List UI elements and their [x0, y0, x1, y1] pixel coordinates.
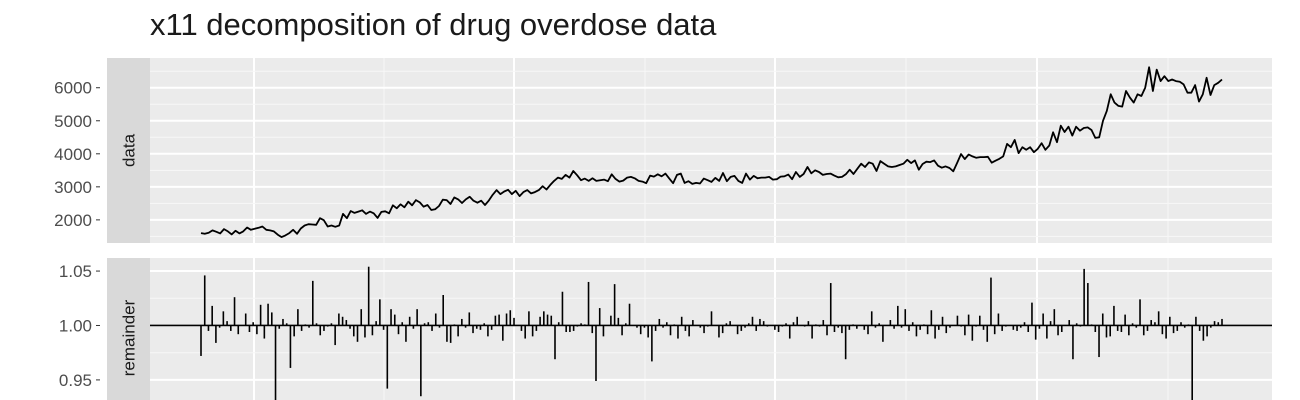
y-tick-label: 0.95 [59, 371, 92, 390]
y-tick-label: 2000 [54, 211, 92, 230]
data-line [200, 66, 1223, 238]
y-tick-label: 6000 [54, 79, 92, 98]
series-remainder [150, 266, 1272, 400]
gridlines [150, 58, 1272, 243]
chart-title: x11 decomposition of drug overdose data [150, 7, 717, 42]
series-data [200, 66, 1223, 238]
panel-background [150, 258, 1272, 400]
y-tick-label: 1.00 [59, 316, 92, 335]
panel-data: 2000 3000 4000 5000 6000 data [54, 58, 1272, 243]
strip-background [107, 58, 150, 243]
y-tick-label: 5000 [54, 112, 92, 131]
panel-remainder: 0.95 1.00 1.05 remainder [59, 258, 1272, 400]
y-tick-label: 4000 [54, 145, 92, 164]
strip-label-data: data [120, 133, 139, 167]
y-tick-label: 3000 [54, 178, 92, 197]
strip-background [107, 258, 150, 400]
strip-label-remainder: remainder [120, 299, 139, 376]
panel-background [150, 58, 1272, 243]
y-tick-label: 1.05 [59, 262, 92, 281]
